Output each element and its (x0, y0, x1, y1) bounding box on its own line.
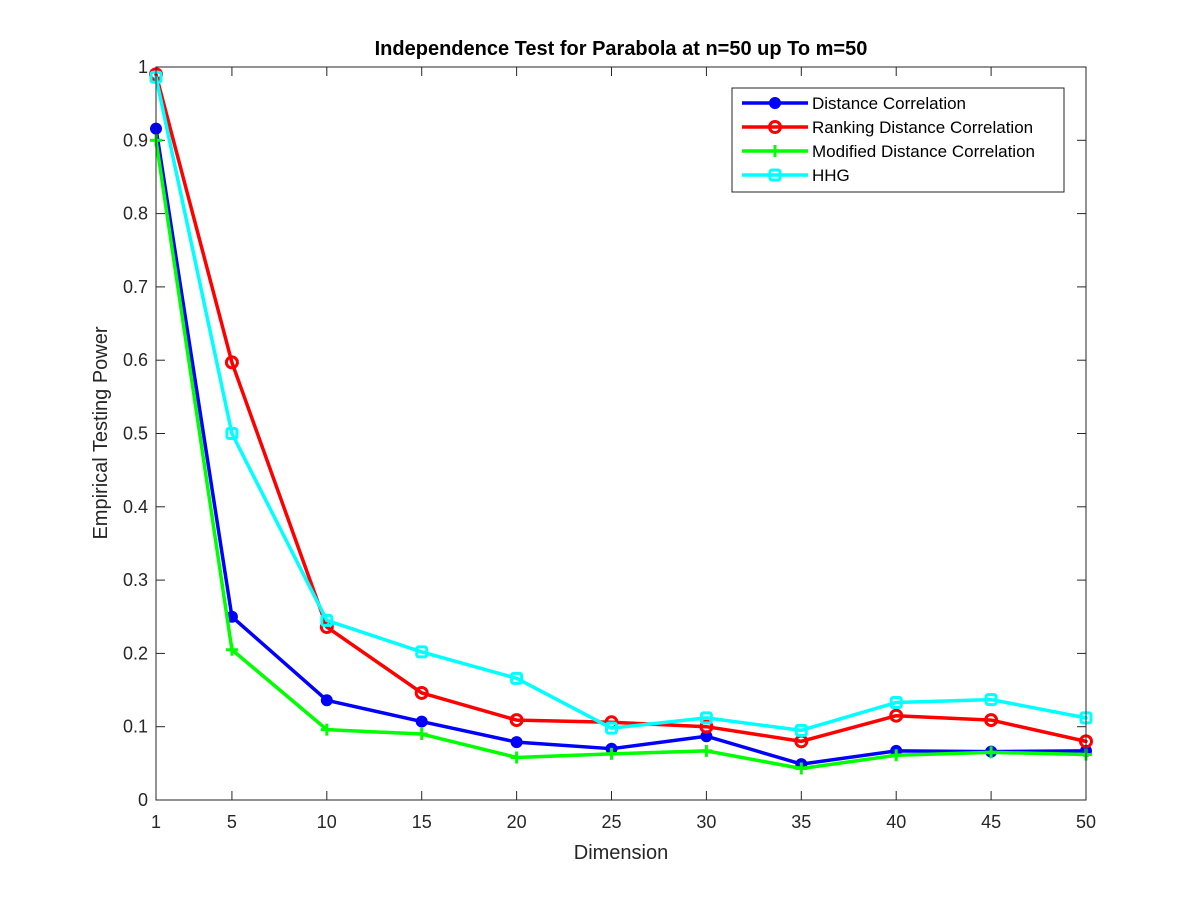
data-point-hhg (605, 721, 619, 735)
x-tick-label: 35 (791, 812, 811, 832)
data-point-ranking-distance-correlation (889, 708, 904, 723)
x-tick-label: 50 (1076, 812, 1096, 832)
data-point-distance-correlation (320, 694, 333, 707)
data-point-modified-distance-correlation (415, 728, 428, 741)
data-point-modified-distance-correlation (225, 643, 238, 656)
legend-label: Modified Distance Correlation (812, 142, 1035, 161)
x-tick-label: 20 (507, 812, 527, 832)
legend-marker (769, 97, 781, 109)
data-point-hhg (510, 671, 524, 685)
data-point-hhg (794, 723, 808, 737)
x-tick-label: 45 (981, 812, 1001, 832)
x-tick-label: 5 (227, 812, 237, 832)
y-axis-label: Empirical Testing Power (90, 326, 112, 539)
data-point-hhg (320, 613, 334, 627)
x-tick-label: 40 (886, 812, 906, 832)
series-modified-distance-correlation (150, 134, 1092, 775)
y-tick-label: 0.4 (123, 497, 148, 517)
x-tick-label: 10 (317, 812, 337, 832)
legend-item: Distance Correlation (742, 94, 966, 113)
y-tick-label: 0.5 (123, 424, 148, 444)
series-line-hhg (154, 75, 1088, 733)
x-axis-label: Dimension (574, 842, 668, 864)
data-point-hhg (415, 645, 429, 659)
legend-item: Modified Distance Correlation (742, 142, 1035, 161)
data-point-ranking-distance-correlation (699, 719, 714, 734)
legend-label: Ranking Distance Correlation (812, 118, 1033, 137)
y-tick-label: 0 (138, 790, 148, 810)
data-point-ranking-distance-correlation (984, 713, 999, 728)
data-point-hhg (889, 696, 903, 710)
x-tick-label: 25 (601, 812, 621, 832)
y-tick-label: 0.1 (123, 717, 148, 737)
series-layer (149, 67, 1093, 775)
data-point-modified-distance-correlation (320, 723, 333, 736)
data-point-hhg (225, 427, 239, 440)
y-tick-label: 0.8 (123, 204, 148, 224)
data-point-hhg (984, 693, 998, 707)
data-point-ranking-distance-correlation (414, 685, 429, 700)
x-tick-label: 15 (412, 812, 432, 832)
y-tick-label: 1 (138, 57, 148, 77)
y-tick-label: 0.9 (123, 130, 148, 150)
legend-marker (768, 168, 782, 182)
legend-label: HHG (812, 166, 850, 185)
x-tick-label: 30 (696, 812, 716, 832)
data-point-distance-correlation (415, 715, 428, 728)
x-tick-label: 1 (151, 812, 161, 832)
legend-marker (768, 120, 782, 134)
data-point-modified-distance-correlation (700, 744, 713, 757)
legend-marker (769, 145, 781, 157)
labels-layer: Independence Test for Parabola at n=50 u… (90, 38, 867, 864)
y-tick-label: 0.2 (123, 643, 148, 663)
data-point-modified-distance-correlation (985, 746, 998, 759)
y-tick-label: 0.7 (123, 277, 148, 297)
legend-item: HHG (742, 166, 850, 185)
data-point-ranking-distance-correlation (509, 713, 524, 728)
legend: Distance Correlation Ranking Distance Cor… (731, 87, 1065, 193)
data-point-modified-distance-correlation (605, 747, 618, 760)
data-point-ranking-distance-correlation (224, 355, 239, 370)
legend-item: Ranking Distance Correlation (742, 118, 1033, 137)
y-tick-label: 0.3 (123, 570, 148, 590)
data-point-modified-distance-correlation (510, 751, 523, 764)
data-point-distance-correlation (510, 736, 523, 749)
ticks-layer: 1 5 10 15 20 25 30 35 40 45 5000.10.20.30.40.50.60… (123, 57, 1096, 832)
data-point-modified-distance-correlation (795, 762, 808, 775)
plot-frame (155, 66, 1087, 801)
chart-title: Independence Test for Parabola at n=50 u… (375, 38, 868, 60)
y-tick-label: 0.6 (123, 350, 148, 370)
data-point-modified-distance-correlation (890, 749, 903, 762)
legend-label: Distance Correlation (812, 94, 966, 113)
data-point-hhg (699, 711, 713, 725)
